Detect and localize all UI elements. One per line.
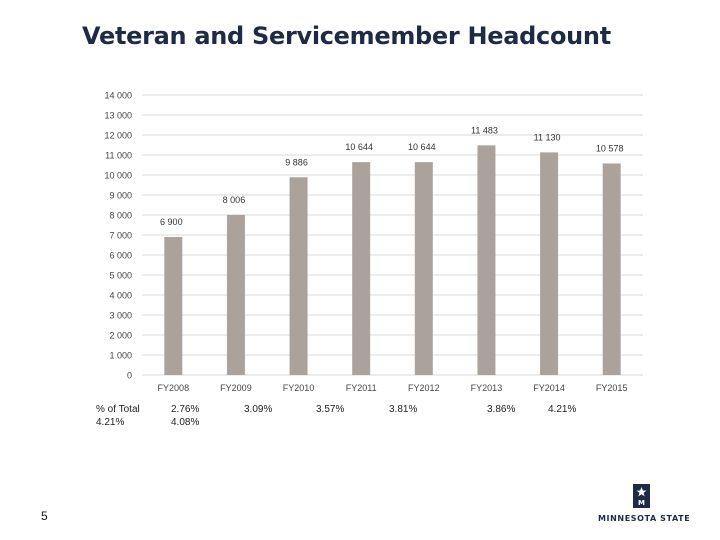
pct-label-line2: 4.21% — [96, 417, 125, 428]
pct-of-total-label: % of Total 4.21% — [96, 403, 140, 429]
pct-value: 3.86% — [487, 404, 516, 415]
y-tick-label: 10 000 — [104, 171, 132, 181]
slide-title: Veteran and Servicemember Headcount — [82, 22, 611, 50]
y-tick-label: 12 000 — [104, 131, 132, 141]
x-tick-label: FY2015 — [596, 383, 628, 393]
data-label: 10 644 — [408, 142, 436, 152]
bar — [477, 145, 496, 375]
y-tick-label: 1 000 — [109, 351, 132, 361]
data-label: 9 886 — [285, 157, 308, 167]
bar — [352, 162, 371, 375]
y-tick-label: 7 000 — [109, 231, 132, 241]
pct-value: 4.21% — [548, 404, 577, 415]
bar — [602, 163, 621, 375]
y-tick-label: 6 000 — [109, 251, 132, 261]
bar — [164, 237, 183, 375]
y-tick-label: 9 000 — [109, 191, 132, 201]
bar — [226, 214, 245, 375]
data-label: 11 483 — [471, 125, 498, 135]
y-tick-label: 4 000 — [109, 291, 132, 301]
data-label: 8 006 — [223, 195, 246, 205]
y-tick-label: 2 000 — [109, 331, 132, 341]
x-tick-label: FY2010 — [283, 383, 315, 393]
svg-text:M: M — [638, 499, 645, 507]
pct-label-line1: % of Total — [96, 404, 140, 415]
x-tick-label: FY2008 — [158, 383, 190, 393]
data-label: 10 644 — [345, 142, 373, 152]
pct-value-line2: 4.08% — [171, 417, 200, 428]
x-tick-label: FY2011 — [346, 383, 377, 393]
headcount-bar-chart: 0 1 000 2 000 3 000 4 000 5 000 6 000 7 000 8 00… — [104, 91, 643, 393]
y-tick-label: 0 — [127, 371, 132, 381]
bar — [540, 152, 559, 375]
bar — [289, 177, 308, 375]
minnesota-state-logo: M MINNESOTA STATE — [598, 484, 691, 526]
x-tick-label: FY2009 — [220, 383, 252, 393]
y-tick-label: 8 000 — [109, 211, 132, 221]
bar — [414, 162, 433, 375]
data-label: 11 130 — [534, 132, 561, 142]
page-number: 5 — [41, 509, 48, 523]
y-tick-label: 11 000 — [105, 151, 132, 161]
logo-text: MINNESOTA STATE — [598, 514, 691, 523]
pct-value-fy2008: 2.76% 4.08% — [171, 403, 199, 429]
star-icon: M — [633, 484, 650, 508]
x-tick-label: FY2014 — [533, 383, 565, 393]
y-tick-label: 5 000 — [109, 271, 132, 281]
x-tick-label: FY2013 — [471, 383, 503, 393]
pct-value: 3.57% — [316, 404, 345, 415]
data-label: 6 900 — [160, 217, 183, 227]
y-tick-label: 14 000 — [104, 91, 132, 101]
y-tick-label: 3 000 — [109, 311, 132, 321]
pct-value: 3.09% — [244, 404, 273, 415]
data-label: 10 578 — [596, 143, 624, 153]
y-tick-label: 13 000 — [104, 111, 132, 121]
x-tick-label: FY2012 — [408, 383, 440, 393]
pct-value-line1: 2.76% — [171, 404, 200, 415]
pct-value: 3.81% — [389, 404, 418, 415]
